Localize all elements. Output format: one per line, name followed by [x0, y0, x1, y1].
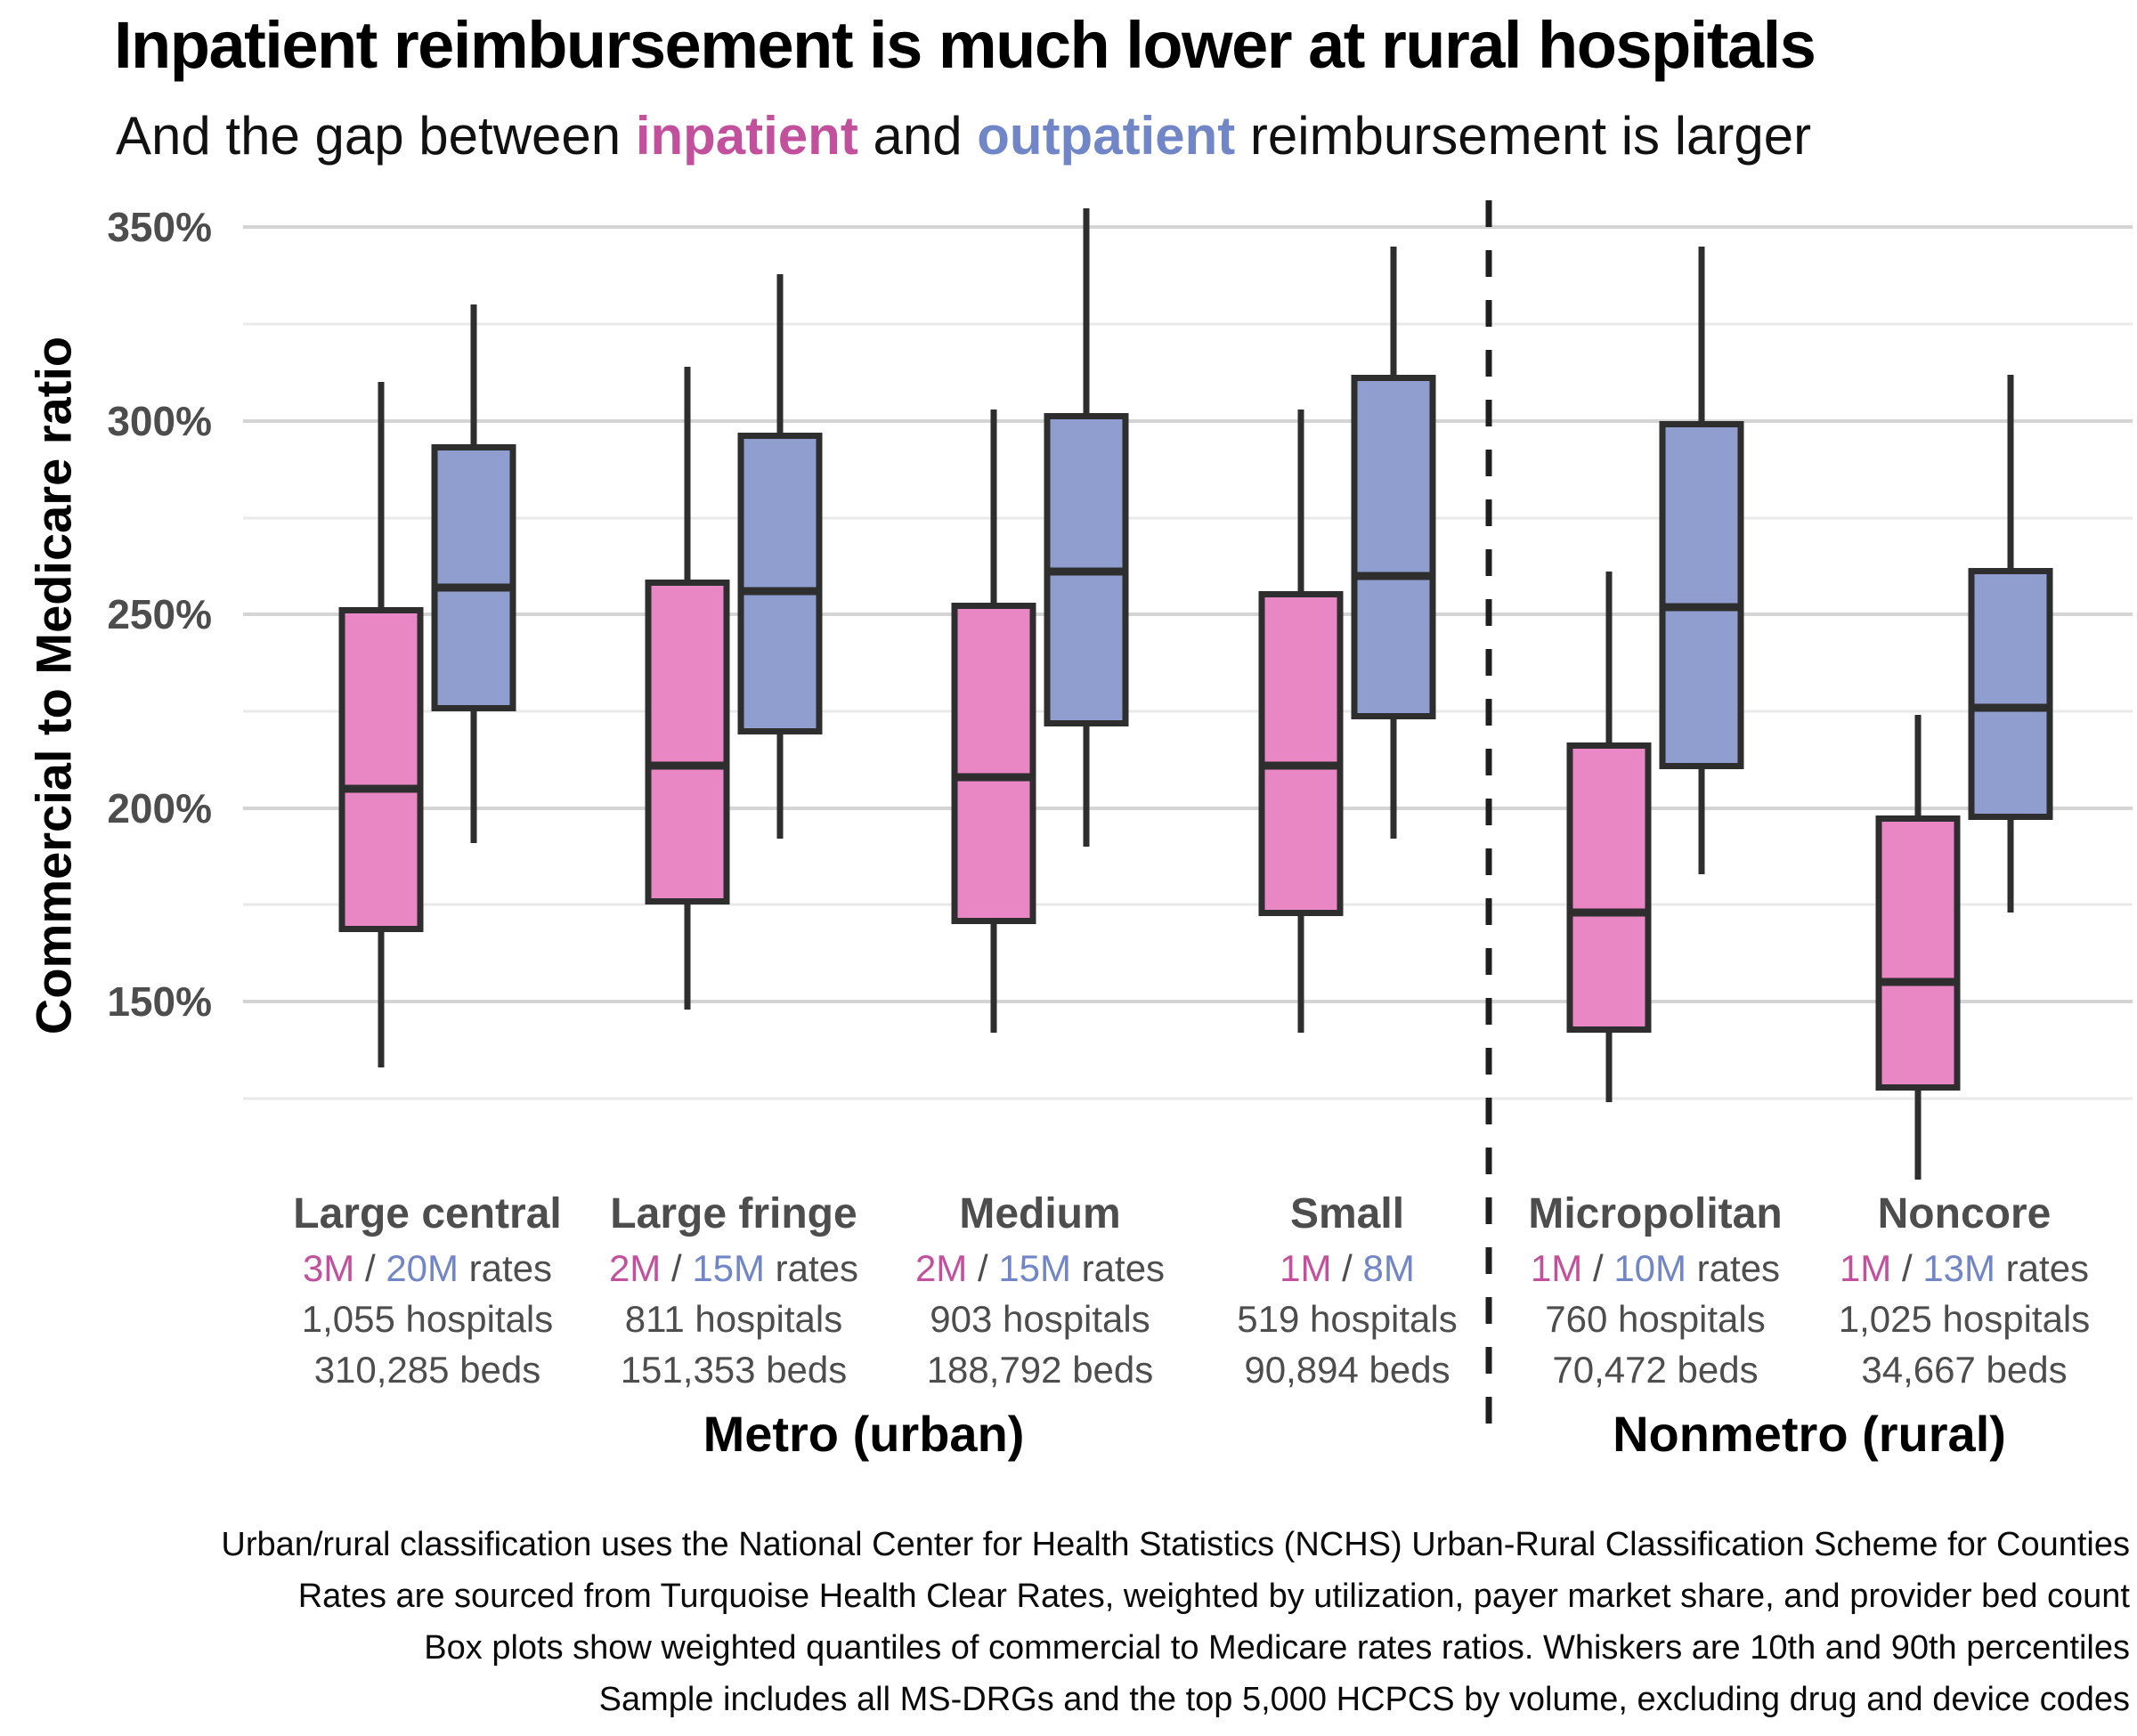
group-hospitals: 1,055 hospitals: [301, 1298, 554, 1340]
outpatient-median-line: [743, 587, 817, 596]
region-label-nonmetro: Nonmetro (rural): [1613, 1406, 2006, 1462]
minor-gridline: [243, 516, 2133, 520]
footnote-line: Sample includes all MS-DRGs and the top …: [598, 1681, 2130, 1718]
inpatient-box: [1875, 815, 1961, 1091]
group-name: Large central: [293, 1190, 562, 1237]
group-beds: 310,285 beds: [313, 1349, 541, 1391]
minor-gridline: [243, 1097, 2133, 1100]
group-beds: 34,667 beds: [1861, 1349, 2068, 1391]
major-gridline: [243, 418, 2133, 423]
group-label-large-fringe: Large fringe 2M / 15M rates 811 hospitals 1…: [538, 1186, 930, 1395]
group-label-large-central: Large central 3M / 20M rates 1,055 hospita…: [232, 1186, 623, 1395]
group-label-medium: Medium 2M / 15M rates 903 hospitals 188,792…: [844, 1186, 1236, 1395]
group-name: Medium: [959, 1190, 1121, 1237]
inpatient-box: [951, 603, 1036, 925]
group-rates: 1M / 13M rates: [1839, 1247, 2090, 1289]
outpatient-rate-count: 15M: [692, 1247, 766, 1289]
inpatient-median-line: [1881, 978, 1954, 986]
outpatient-median-line: [1050, 567, 1123, 576]
inpatient-box: [1566, 742, 1652, 1033]
y-tick-label: 250%: [107, 591, 212, 638]
inpatient-box: [645, 580, 730, 905]
group-name: Small: [1289, 1190, 1405, 1237]
group-label-noncore: Noncore 1M / 13M rates 1,025 hospitals 34,6…: [1768, 1186, 2137, 1395]
inpatient-median-line: [1264, 761, 1337, 770]
chart-subtitle: And the gap between inpatient and outpat…: [116, 105, 1811, 166]
group-label-micropolitan: Micropolitan 1M / 10M rates 760 hospitals 7…: [1459, 1186, 1851, 1395]
minor-gridline: [243, 710, 2133, 713]
group-name: Noncore: [1877, 1190, 2052, 1237]
outpatient-box: [431, 443, 516, 711]
group-hospitals: 811 hospitals: [624, 1298, 843, 1340]
footnote-line: Box plots show weighted quantiles of com…: [424, 1629, 2130, 1667]
minor-gridline: [243, 322, 2133, 326]
inpatient-median-line: [651, 761, 724, 770]
y-tick-label: 200%: [107, 784, 212, 831]
subtitle-outpatient-word: outpatient: [977, 106, 1236, 166]
inpatient-box: [338, 606, 424, 932]
outpatient-median-line: [437, 583, 510, 592]
major-gridline: [243, 612, 2133, 617]
group-name: Large fringe: [610, 1190, 857, 1237]
group-name: Micropolitan: [1528, 1190, 1783, 1237]
group-beds: 90,894 beds: [1244, 1349, 1450, 1391]
group-label-small: Small 1M / 8M 519 hospitals 90,894 beds: [1151, 1186, 1543, 1395]
outpatient-rate-count: 20M: [386, 1247, 459, 1289]
inpatient-rate-count: 2M: [914, 1247, 968, 1289]
group-rates: 1M / 10M rates: [1530, 1247, 1781, 1289]
inpatient-median-line: [345, 784, 418, 793]
y-tick-label: 300%: [107, 397, 212, 444]
region-label-metro: Metro (urban): [703, 1406, 1025, 1462]
inpatient-rate-count: 1M: [1839, 1247, 1892, 1289]
group-hospitals: 1,025 hospitals: [1838, 1298, 2091, 1340]
outpatient-box: [737, 432, 823, 734]
group-rates: 1M / 8M: [1280, 1247, 1415, 1289]
group-rates: 3M / 20M rates: [302, 1247, 553, 1289]
outpatient-box: [1659, 420, 1744, 770]
group-hospitals: 760 hospitals: [1545, 1298, 1766, 1340]
inpatient-rate-count: 1M: [1530, 1247, 1583, 1289]
footnotes: Urban/rural classification uses the Nati…: [221, 1519, 2130, 1725]
outpatient-rate-count: 10M: [1613, 1247, 1687, 1289]
major-gridline: [243, 1000, 2133, 1003]
group-rates: 2M / 15M rates: [608, 1247, 859, 1289]
outpatient-box: [1044, 413, 1129, 727]
inpatient-rate-count: 1M: [1280, 1247, 1332, 1289]
outpatient-box: [1351, 374, 1436, 719]
group-hospitals: 903 hospitals: [930, 1298, 1150, 1340]
outpatient-median-line: [1665, 603, 1738, 611]
outpatient-rate-count: 15M: [998, 1247, 1072, 1289]
inpatient-median-line: [1572, 908, 1645, 917]
inpatient-median-line: [957, 773, 1030, 782]
subtitle-mid: and: [857, 106, 978, 166]
y-tick-label: 150%: [107, 978, 212, 1025]
metro-nonmetro-divider: [1485, 200, 1492, 1424]
major-gridline: [243, 225, 2133, 230]
y-tick-label: 350%: [107, 204, 212, 251]
group-beds: 151,353 beds: [620, 1349, 848, 1391]
subtitle-prefix: And the gap between: [116, 106, 636, 166]
inpatient-rate-count: 2M: [608, 1247, 662, 1289]
outpatient-rate-count: 13M: [1922, 1247, 1996, 1289]
minor-gridline: [243, 903, 2133, 906]
footnote-line: Rates are sourced from Turquoise Health …: [297, 1578, 2130, 1615]
outpatient-median-line: [1357, 572, 1430, 580]
major-gridline: [243, 806, 2133, 810]
group-beds: 70,472 beds: [1552, 1349, 1759, 1391]
group-rates: 2M / 15M rates: [914, 1247, 1166, 1289]
group-beds: 188,792 beds: [926, 1349, 1154, 1391]
outpatient-median-line: [1974, 703, 2047, 712]
group-hospitals: 519 hospitals: [1237, 1298, 1458, 1340]
footnote-line: Urban/rural classification uses the Nati…: [221, 1526, 2130, 1563]
outpatient-box: [1968, 568, 2053, 820]
inpatient-rate-count: 3M: [302, 1247, 355, 1289]
subtitle-suffix: reimbursement is larger: [1235, 106, 1812, 166]
chart-title: Inpatient reimbursement is much lower at…: [114, 8, 1816, 82]
outpatient-rate-count: 8M: [1362, 1247, 1415, 1289]
inpatient-box: [1258, 591, 1344, 917]
subtitle-inpatient-word: inpatient: [635, 106, 858, 166]
